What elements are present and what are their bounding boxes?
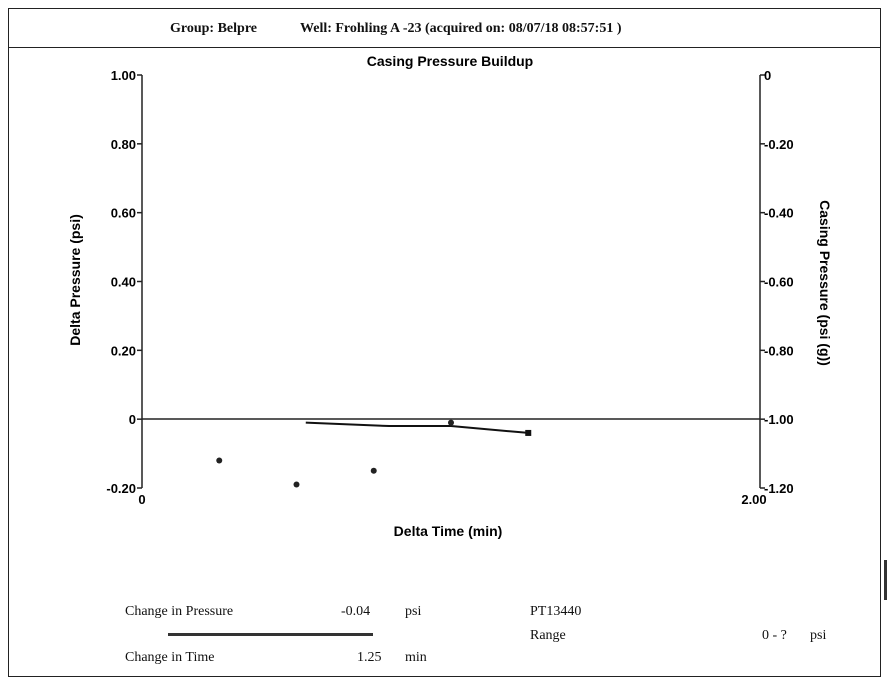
data-series [305,421,532,436]
series-end-marker [525,429,532,436]
y-tick-label: 0.40 [111,275,136,290]
x-axis-label: Delta Time (min) [394,523,503,539]
data-point [293,481,300,488]
y2-tick-label: -1.20 [764,481,794,496]
change-time-label: Change in Time [125,650,215,665]
right-axis-ticks: 0 -0.20 -0.40 -0.60 -0.80 -1.00 -1.20 [760,68,794,496]
data-points [216,419,454,488]
change-time-unit: min [405,650,427,665]
y-tick-label: 0.80 [111,137,136,152]
y-tick-label: 0 [129,412,136,427]
range-unit: psi [810,628,827,643]
y-axis-label: Delta Pressure (psi) [67,214,83,346]
y2-tick-label: -0.60 [764,275,794,290]
group-label: Group: Belpre [170,21,257,36]
well-label: Well: Frohling A -23 (acquired on: 08/07… [300,21,622,36]
x-tick-label: 2.00 [741,492,766,507]
y2-tick-label: -1.00 [764,412,794,427]
change-pressure-value: -0.04 [341,604,371,619]
chart-title: Casing Pressure Buildup [367,53,533,69]
change-time-value: 1.25 [357,650,382,665]
underline-rule [168,633,373,636]
data-point [370,467,377,474]
y2-tick-label: -0.80 [764,343,794,358]
left-axis-ticks: 1.00 0.80 0.60 0.40 0.20 0 -0.20 [106,68,142,496]
y2-axis-label: Casing Pressure (psi (g)) [817,200,833,366]
range-label: Range [530,628,566,643]
change-pressure-unit: psi [405,604,422,619]
report-header: Group: Belpre Well: Frohling A -23 (acqu… [8,8,881,48]
data-point [216,457,223,464]
edge-mark [884,560,887,600]
y-tick-label: 1.00 [111,68,136,83]
report-frame [8,8,881,677]
y-tick-label: -0.20 [106,481,136,496]
data-point [448,419,454,426]
x-axis-ticks: 0 2.00 [138,492,766,507]
sensor-id: PT13440 [530,604,582,619]
y-tick-label: 0.60 [111,206,136,221]
change-pressure-label: Change in Pressure [125,604,234,619]
y2-tick-label: -0.20 [764,137,794,152]
x-tick-label: 0 [138,492,145,507]
y2-tick-label: -0.40 [764,206,794,221]
range-value: 0 - ? [762,628,787,643]
y2-tick-label: 0 [764,68,771,83]
series-line [305,421,529,434]
y-tick-label: 0.20 [111,343,136,358]
